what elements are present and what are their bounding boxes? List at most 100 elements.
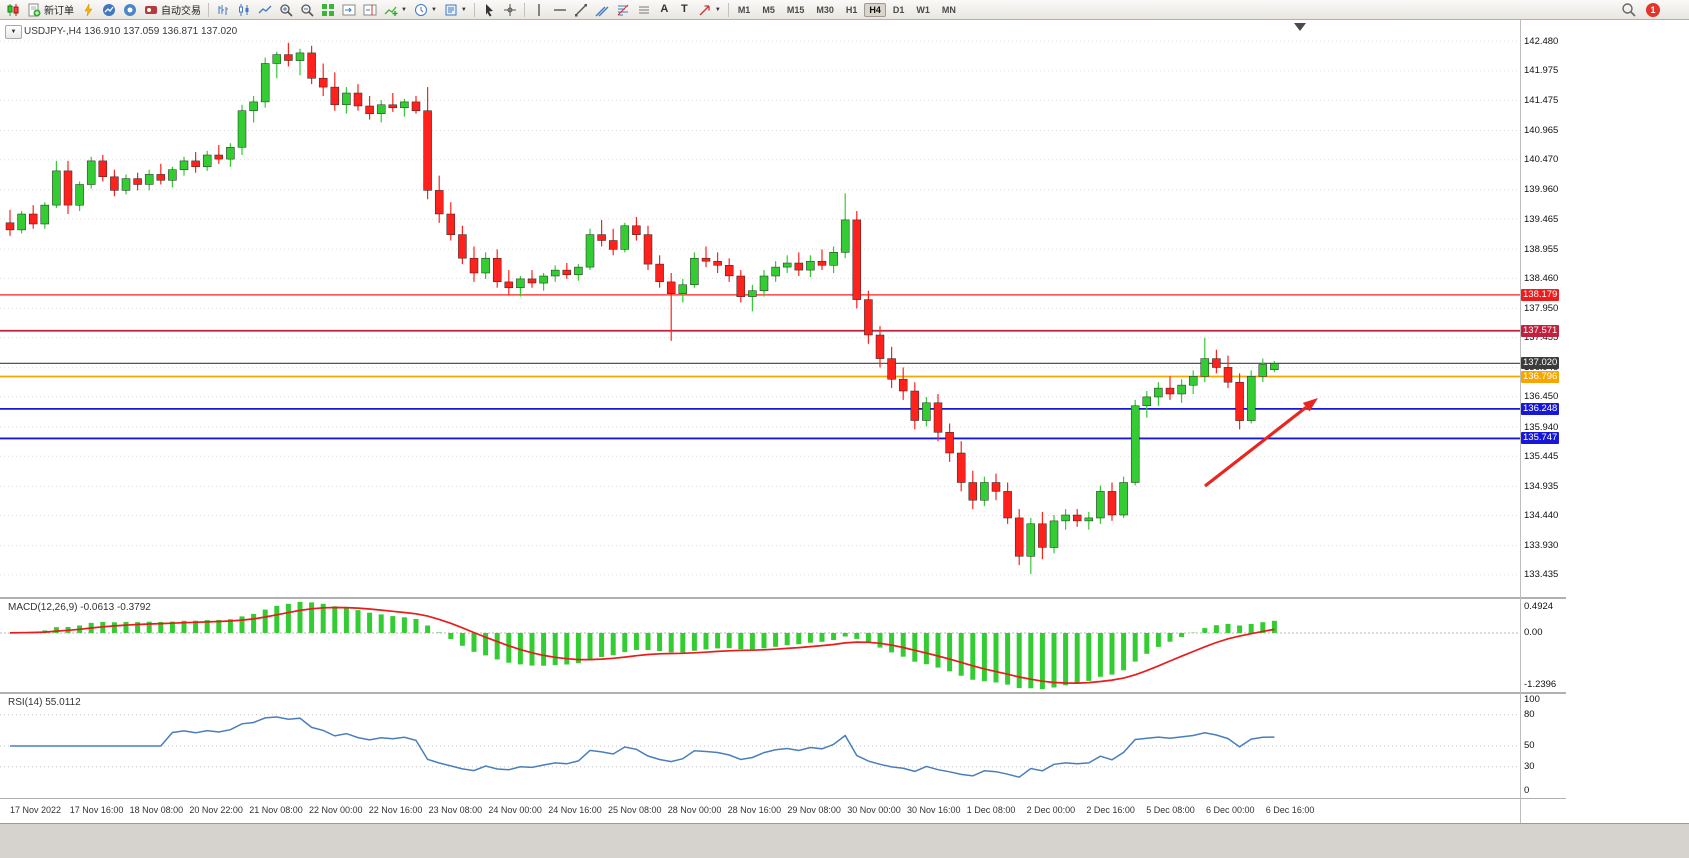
crosshair-button[interactable] [500,1,520,18]
timeframe-button-mn[interactable]: MN [941,4,956,15]
notification-badge[interactable]: 1 [1646,2,1660,17]
macd-axis-label: 0.4924 [1524,601,1554,612]
time-axis-label: 17 Nov 2022 [10,805,62,815]
timeframe-button-d1[interactable]: D1 [892,4,905,15]
trendline-button[interactable] [571,1,591,18]
price-axis-label: 135.445 [1524,450,1559,462]
price-axis-label: 136.450 [1524,391,1559,403]
cursor-button[interactable] [479,1,499,18]
auto-trading-icon [145,5,157,14]
time-axis-label: 30 Nov 16:00 [907,805,961,815]
new-order-button[interactable]: 新订单 [24,1,77,18]
arrow-tools-button[interactable]: ▼ [695,1,724,18]
indicators-button[interactable]: ▼ [381,1,410,18]
text-button[interactable]: A [655,1,674,18]
chevron-down-icon: ▼ [460,6,467,13]
toolbar-separator [523,2,525,17]
toolbar-separator [727,2,729,17]
price-axis-label: 135.940 [1524,421,1559,433]
price-axis-label: 133.930 [1524,540,1559,552]
price-panel: ▼ USDJPY-,H4 136.910 137.059 136.871 137… [0,20,1566,597]
rsi-chart-canvas[interactable] [0,694,1566,798]
candlestick-chart-button[interactable] [234,1,254,18]
time-axis-label: 29 Nov 08:00 [787,805,841,815]
search-icon[interactable] [1621,2,1636,17]
line-chart-button[interactable] [255,1,275,18]
timeframe-button-m15[interactable]: M15 [786,4,805,15]
time-axis-label: 1 Dec 08:00 [966,805,1016,815]
zoom-in-icon [280,3,293,17]
macd-chart-canvas[interactable] [0,599,1566,692]
macd-panel: MACD(12,26,9) -0.0613 -0.3792 0.4924 0.00… [0,597,1566,692]
charts-icon [103,3,115,16]
rsi-axis-label: 50 [1524,740,1535,751]
chart-shift-button[interactable] [360,1,380,18]
templates-button[interactable]: ▼ [441,1,470,18]
crosshair-icon [503,3,516,16]
rsi-axis-label: 80 [1524,708,1535,720]
one-click-trading-toggle[interactable]: ▼ [5,25,22,39]
auto-scroll-button[interactable] [339,1,359,18]
chart-window: ▼ USDJPY-,H4 136.910 137.059 136.871 137… [0,20,1566,858]
auto-trading-label: 自动交易 [161,6,201,17]
price-axis-label: 142.480 [1524,35,1559,47]
channel-button[interactable] [592,1,612,18]
timeframe-button-w1[interactable]: W1 [916,4,930,15]
toolbar: 新订单 自动交易 ▼ ▼ ▼ [0,0,1689,20]
macd-axis-label: -1.2396 [1524,679,1557,690]
macd-values: -0.0613 -0.3792 [80,602,151,613]
time-axis-label: 23 Nov 08:00 [428,805,483,815]
price-axis-label: 141.475 [1524,94,1559,106]
time-axis-label: 22 Nov 00:00 [309,805,363,815]
toolbar-right: 1 [1621,2,1686,17]
price-axis-label: 137.455 [1524,332,1559,344]
rsi-axis-label: 30 [1524,760,1535,772]
new-order-icon [28,3,41,16]
vertical-line-button[interactable] [529,1,549,18]
symbol-chart-icon [7,3,19,16]
auto-trading-button[interactable]: 自动交易 [141,1,204,18]
trendline-icon [574,3,587,16]
price-axis-label: 139.465 [1524,213,1559,225]
macd-name: MACD(12,26,9) [8,602,78,613]
shapes-button[interactable] [634,1,654,18]
time-axis-label: 22 Nov 16:00 [368,805,423,815]
label-button[interactable]: T [675,1,694,18]
time-axis-label: 2 Dec 00:00 [1026,805,1076,815]
navigator-button[interactable] [120,1,140,18]
zoom-out-button[interactable] [297,1,317,18]
indicators-icon [384,6,398,16]
time-axis-label: 28 Nov 16:00 [727,805,782,815]
timeframe-button-m1[interactable]: M1 [737,4,751,15]
navigator-icon [124,3,136,16]
toolbar-separator [473,2,475,17]
zoom-in-button[interactable] [276,1,296,18]
rsi-name: RSI(14) [8,697,43,708]
price-axis-label: 138.955 [1524,243,1559,255]
time-axis[interactable]: 17 Nov 2022 17 Nov 16:00 18 Nov 08:00 20 No… [0,798,1566,823]
timeframe-button-h1[interactable]: H1 [845,4,858,15]
price-chart-canvas[interactable] [0,20,1566,597]
time-axis-label: 25 Nov 08:00 [608,805,662,815]
timeframe-button-m30[interactable]: M30 [816,4,834,15]
horizontal-line-button[interactable] [550,1,570,18]
symbol-chart-button[interactable] [3,1,23,18]
charts-button[interactable] [99,1,119,18]
time-axis-label: 21 Nov 08:00 [249,805,303,815]
timeframe-button-m5[interactable]: M5 [762,4,775,15]
price-axis-label: 138.460 [1524,272,1559,284]
price-axis-label: 134.935 [1524,480,1559,492]
bar-chart-button[interactable] [213,1,233,18]
time-axis-label: 6 Dec 16:00 [1265,805,1315,815]
timeframe-button-h4[interactable]: H4 [864,2,886,17]
time-axis-label: 2 Dec 16:00 [1086,805,1135,815]
fibonacci-button[interactable] [613,1,633,18]
expert-advisors-button[interactable] [78,1,98,18]
new-order-label: 新订单 [44,6,74,17]
tile-windows-button[interactable] [318,1,338,18]
label-tool-icon: T [680,3,688,15]
channel-icon [595,6,609,16]
time-axis-label: 28 Nov 00:00 [667,805,722,815]
periods-button[interactable]: ▼ [411,1,440,18]
clock-icon [414,3,427,16]
